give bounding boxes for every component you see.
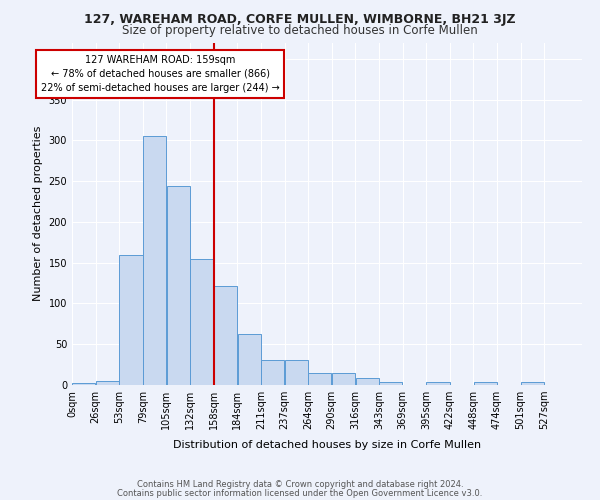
Text: 127 WAREHAM ROAD: 159sqm
← 78% of detached houses are smaller (866)
22% of semi-: 127 WAREHAM ROAD: 159sqm ← 78% of detach… <box>41 54 280 92</box>
Bar <box>143 136 166 385</box>
Bar <box>190 258 214 385</box>
Bar <box>308 373 331 385</box>
Bar <box>332 373 355 385</box>
Bar <box>119 254 143 385</box>
Text: Contains public sector information licensed under the Open Government Licence v3: Contains public sector information licen… <box>118 488 482 498</box>
Bar <box>261 360 284 385</box>
Bar <box>72 384 95 385</box>
Text: 127, WAREHAM ROAD, CORFE MULLEN, WIMBORNE, BH21 3JZ: 127, WAREHAM ROAD, CORFE MULLEN, WIMBORN… <box>84 12 516 26</box>
Bar <box>427 382 449 385</box>
Bar <box>238 334 260 385</box>
Y-axis label: Number of detached properties: Number of detached properties <box>33 126 43 302</box>
Bar <box>356 378 379 385</box>
Bar <box>214 286 237 385</box>
Bar <box>167 186 190 385</box>
Bar <box>96 381 119 385</box>
Bar <box>521 382 544 385</box>
Text: Contains HM Land Registry data © Crown copyright and database right 2024.: Contains HM Land Registry data © Crown c… <box>137 480 463 489</box>
Bar <box>379 382 403 385</box>
X-axis label: Distribution of detached houses by size in Corfe Mullen: Distribution of detached houses by size … <box>173 440 481 450</box>
Bar <box>473 382 497 385</box>
Text: Size of property relative to detached houses in Corfe Mullen: Size of property relative to detached ho… <box>122 24 478 37</box>
Bar <box>285 360 308 385</box>
